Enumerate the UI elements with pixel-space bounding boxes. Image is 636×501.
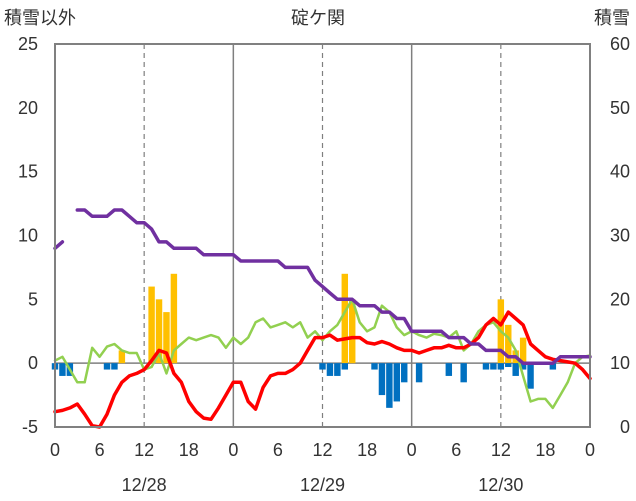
- yellow_bars-bar: [155, 299, 163, 364]
- blue_bars-bar: [326, 363, 334, 376]
- yellow_bars-bar: [349, 299, 356, 364]
- right-tick-label: 60: [610, 34, 630, 54]
- blue_bars-bar: [341, 363, 349, 370]
- right-tick-label: 20: [610, 289, 630, 309]
- x-tick-label: 0: [585, 440, 595, 460]
- plot-frame: [54, 43, 591, 428]
- blue_bars-bar: [482, 363, 490, 370]
- yellow_bars-bar: [341, 273, 349, 364]
- x-tick-label: 18: [357, 440, 377, 460]
- left-tick-label: -5: [22, 417, 38, 437]
- blue_bars-bar: [59, 363, 66, 376]
- right-tick-label: 30: [610, 226, 630, 246]
- blue_bars-bar: [497, 363, 505, 370]
- purple_snow_line: [75, 208, 592, 365]
- blue_bars-bar: [490, 363, 497, 370]
- left-axis-label: 積雪以外: [4, 8, 76, 28]
- yellow_bars-bar: [148, 286, 155, 364]
- left-tick-label: 0: [28, 353, 38, 373]
- left-tick-label: 25: [18, 34, 38, 54]
- yellow_bars-bar: [163, 312, 170, 364]
- x-tick-label: 0: [407, 440, 417, 460]
- left-tick-label: 15: [18, 162, 38, 182]
- date-label: 12/29: [300, 475, 345, 495]
- right-axis-label: 積雪: [594, 8, 630, 28]
- blue_bars-bar: [549, 363, 557, 370]
- blue_bars-bar: [103, 363, 111, 370]
- right-tick-label: 10: [610, 353, 630, 373]
- x-tick-label: 6: [95, 440, 105, 460]
- chart-title: 碇ケ関: [291, 8, 345, 28]
- red_line: [53, 310, 592, 429]
- blue_bars-bar: [415, 363, 423, 383]
- x-tick-label: 6: [451, 440, 461, 460]
- left-tick-label: 20: [18, 98, 38, 118]
- right-tick-label: 50: [610, 98, 630, 118]
- yellow_bars-bar: [505, 324, 512, 364]
- blue_bars-bar: [512, 363, 519, 376]
- x-tick-label: 12: [491, 440, 511, 460]
- yellow_bars-bar: [519, 337, 527, 364]
- x-tick-label: 0: [228, 440, 238, 460]
- x-tick-label: 0: [50, 440, 60, 460]
- right-tick-label: 0: [620, 417, 630, 437]
- blue_bars-bar: [527, 363, 534, 389]
- blue_bars-bar: [334, 363, 341, 376]
- x-tick-label: 18: [179, 440, 199, 460]
- yellow_bars-bar: [170, 273, 178, 364]
- left-tick-label: 5: [28, 289, 38, 309]
- blue_bars-bar: [319, 363, 326, 370]
- left-tick-label: 10: [18, 226, 38, 246]
- blue_bars-bar: [519, 363, 527, 370]
- line-series: [53, 208, 592, 429]
- blue_bars-bar: [111, 363, 118, 370]
- purple_snow_line: [53, 240, 65, 251]
- blue_bars-bar: [378, 363, 386, 396]
- blue_bars-bar: [460, 363, 467, 383]
- x-tick-label: 18: [535, 440, 555, 460]
- date-label: 12/30: [478, 475, 523, 495]
- x-tick-label: 12: [312, 440, 332, 460]
- date-label: 12/28: [122, 475, 167, 495]
- blue_bars-bar: [386, 363, 393, 408]
- bar-series: [51, 273, 557, 408]
- blue_bars-bar: [393, 363, 401, 402]
- x-tick-label: 12: [134, 440, 154, 460]
- blue_bars-bar: [371, 363, 378, 370]
- x-tick-label: 6: [273, 440, 283, 460]
- yellow_bars-bar: [118, 350, 126, 364]
- blue_bars-bar: [445, 363, 453, 376]
- right-tick-label: 40: [610, 162, 630, 182]
- blue_bars-bar: [505, 363, 512, 367]
- blue_bars-bar: [401, 363, 408, 383]
